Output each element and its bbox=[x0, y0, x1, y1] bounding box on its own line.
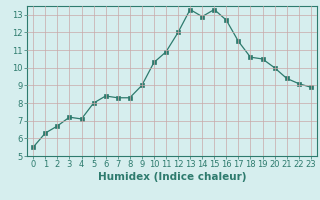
X-axis label: Humidex (Indice chaleur): Humidex (Indice chaleur) bbox=[98, 172, 246, 182]
